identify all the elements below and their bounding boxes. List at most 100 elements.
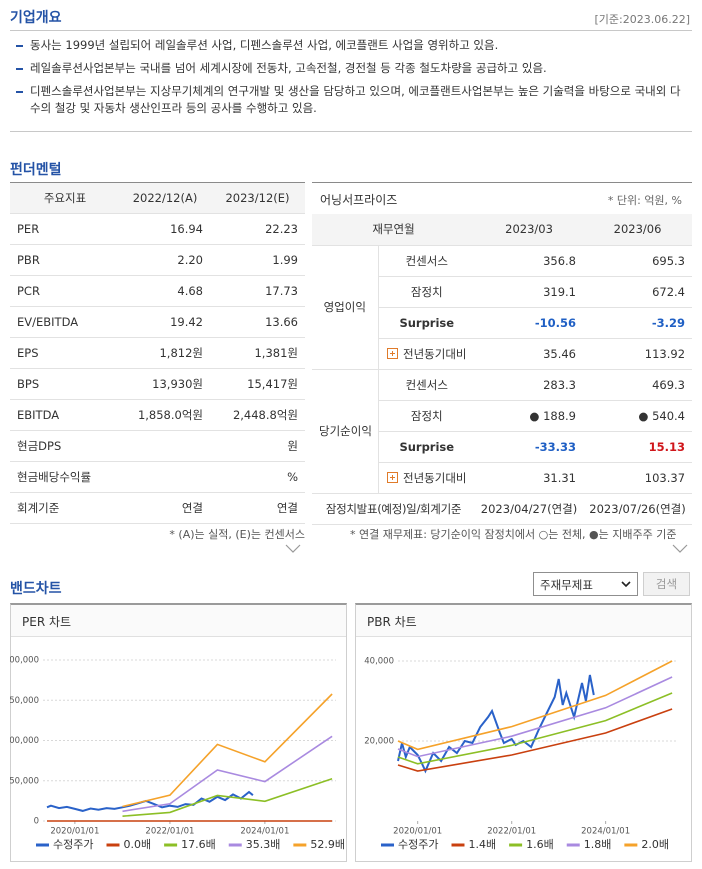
x-tick-label: 2022/01/01	[487, 827, 536, 837]
row-label: 전년동기대비	[378, 462, 476, 494]
indicator-name: EPS	[10, 337, 120, 369]
indicator-name: EV/EBITDA	[10, 306, 120, 338]
series-line	[397, 676, 673, 758]
chart-title: PER 차트	[22, 615, 72, 629]
legend-label: 2.0배	[641, 838, 669, 851]
expand-icon[interactable]	[387, 347, 399, 359]
earnings-value: -33.33	[475, 431, 584, 463]
series-line	[397, 692, 673, 765]
earnings-value: 356.8	[475, 245, 584, 277]
series-line	[397, 674, 595, 774]
series-line	[397, 708, 673, 772]
panel-header: PBR 차트	[356, 605, 691, 637]
table-note: * (A)는 실적, (E)는 컨센서스	[169, 528, 305, 541]
column-header: 주요지표	[10, 182, 120, 214]
expand-icon[interactable]	[387, 471, 399, 483]
column-header: 2023/06	[583, 214, 693, 246]
unit-label: * 단위: 억원, %	[607, 194, 682, 207]
earnings-title: 어닝서프라이즈	[320, 193, 398, 207]
chart-title: PBR 차트	[367, 615, 417, 629]
legend-label: 0.0배	[123, 838, 151, 851]
legend-label: 17.6배	[181, 838, 216, 851]
indicator-value: 15,417원	[210, 368, 305, 400]
indicator-name: BPS	[10, 368, 120, 400]
indicator-value: 19.42	[120, 306, 210, 338]
indicator-row: BPS 13,930원 15,417원	[10, 368, 305, 400]
series-line	[122, 735, 333, 813]
legend-label: 1.6배	[526, 838, 554, 851]
indicator-value: 1,858.0억원	[120, 399, 210, 431]
indicator-value: 연결	[120, 492, 210, 524]
x-tick-label: 2024/01/01	[581, 827, 630, 837]
statement-select[interactable]: 주재무제표	[533, 572, 638, 596]
search-button[interactable]: 검색	[643, 572, 690, 596]
indicator-value	[120, 461, 210, 493]
row-label-text: Surprise	[399, 439, 455, 454]
y-tick-label: 150,000	[10, 696, 39, 706]
indicator-value: %	[210, 461, 305, 493]
indicator-value: 22.23	[210, 213, 305, 245]
earnings-row: 영업이익 컨센서스 356.8 695.3	[312, 245, 693, 370]
select-value: 주재무제표	[540, 578, 593, 592]
row-label: 컨센서스	[378, 369, 476, 401]
indicator-row: EPS 1,812원 1,381원	[10, 337, 305, 369]
overview-item: 동사는 1999년 설립되어 레일솔루션 사업, 디펜스솔루션 사업, 에코플랜…	[14, 37, 690, 54]
date-row: 잠정치발표(예정)일/회계기준 2023/04/27(연결) 2023/07/26(…	[312, 493, 693, 525]
earnings-value: -10.56	[475, 307, 584, 339]
indicator-row: 현금DPS 원	[10, 430, 305, 462]
indicator-value: 2,448.8억원	[210, 399, 305, 431]
series-line	[397, 660, 673, 751]
y-tick-label: 200,000	[10, 656, 39, 666]
group-name: 당기순이익	[312, 369, 379, 494]
section-title: 밴드차트	[10, 581, 62, 597]
bullet-dash	[16, 91, 23, 93]
earnings-row: 전년동기대비 35.46 113.92	[312, 338, 693, 370]
row-label-text: 잠정치	[410, 284, 443, 299]
earnings-table: 재무연월 2023/03 2023/06 영업이익 컨센서스 356.8 695.3 잠정치 3…	[312, 214, 693, 525]
column-header: 재무연월	[312, 214, 476, 246]
indicator-value: 원	[210, 430, 305, 462]
row-label-text: Surprise	[399, 315, 455, 330]
expand-arrows	[285, 544, 688, 553]
indicator-name: EBITDA	[10, 399, 120, 431]
overview-text: 디펜스솔루션사업본부는 지상무기체계의 연구개발 및 생산을 담당하고 있으며,…	[30, 84, 681, 115]
overview-item: 레일솔루션사업본부는 국내를 넘어 세계시장에 전동차, 고속전철, 경전철 등…	[14, 60, 690, 77]
legend-label: 1.8배	[584, 838, 612, 851]
row-label: 잠정치	[378, 400, 476, 432]
indicator-value: 17.73	[210, 275, 305, 307]
indicator-name: PER	[10, 213, 120, 245]
section-title: 기업개요	[10, 10, 62, 26]
legend-label: 1.4배	[468, 838, 496, 851]
y-tick-label: 0	[34, 817, 39, 827]
row-label: Surprise	[378, 431, 476, 463]
header-row: 재무연월 2023/03 2023/06	[312, 214, 693, 246]
chart: 20,000 40,000 2020/01/01 2022/01/01 2024/01/…	[364, 657, 676, 851]
earnings-value: 319.1	[475, 276, 584, 308]
earnings-row: 전년동기대비 31.31 103.37	[312, 462, 693, 494]
earnings-row: 잠정치 ● 188.9 ● 540.4	[312, 400, 693, 432]
divider	[10, 131, 692, 132]
overview-item: 디펜스솔루션사업본부는 지상무기체계의 연구개발 및 생산을 담당하고 있으며,…	[14, 83, 690, 117]
indicator-row: PBR 2.20 1.99	[10, 244, 305, 276]
divider	[10, 30, 692, 31]
x-tick-label: 2024/01/01	[240, 827, 289, 837]
earnings-value: ● 540.4	[583, 400, 693, 432]
indicator-row: 현금배당수익률%	[10, 461, 305, 493]
x-tick-label: 2022/01/01	[145, 827, 194, 837]
indicator-row: EBITDA 1,858.0억원 2,448.8억원	[10, 399, 305, 431]
earnings-value: 113.92	[583, 338, 693, 370]
earnings-value: 15.13	[583, 431, 693, 463]
expand-arrow[interactable]	[672, 544, 688, 553]
x-tick-label: 2020/01/01	[50, 827, 99, 837]
indicator-row: PER 16.94 22.23	[10, 213, 305, 245]
earnings-value: 2023/07/26(연결)	[583, 493, 693, 525]
indicator-name: 현금DPS	[10, 430, 120, 462]
earnings-value: 35.46	[475, 338, 584, 370]
indicator-table: 주요지표 2022/12(A) 2023/12(E) PER 16.94 22.23 PBR…	[10, 182, 305, 524]
indicator-value: 1,812원	[120, 337, 210, 369]
indicator-name: 회계기준	[10, 492, 120, 524]
expand-arrow[interactable]	[285, 544, 301, 553]
legend-label: 52.9배	[310, 838, 345, 851]
select-arrow	[621, 581, 631, 588]
